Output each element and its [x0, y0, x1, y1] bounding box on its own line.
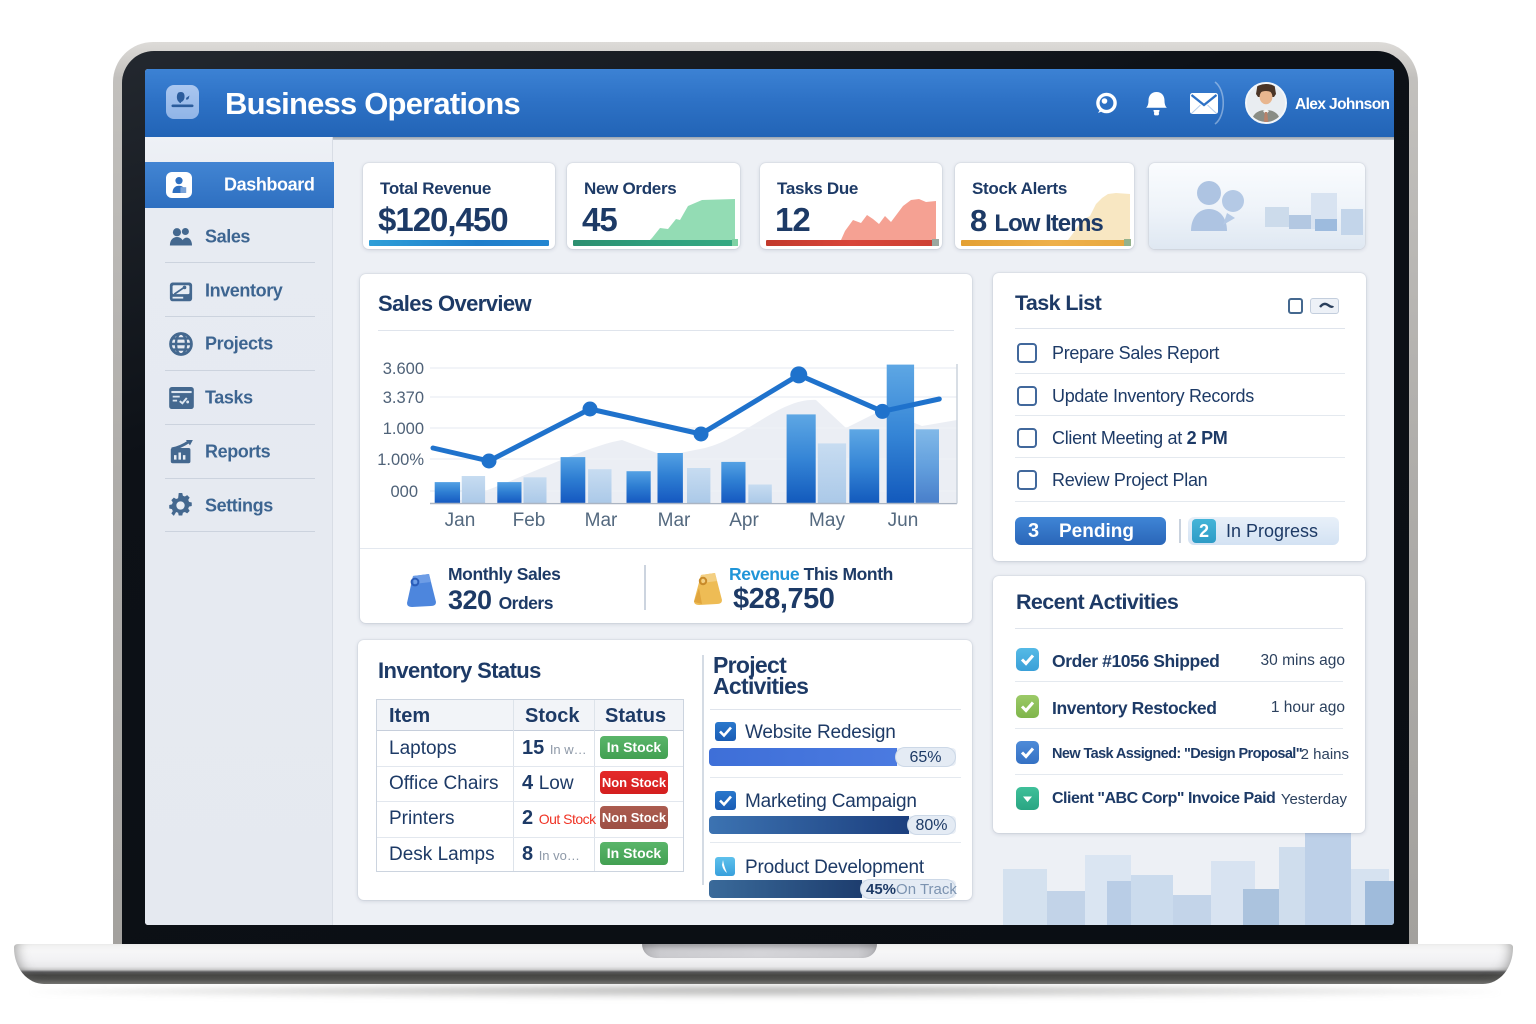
svg-text:1.000: 1.000: [383, 420, 424, 438]
svg-text:Apr: Apr: [729, 510, 759, 531]
svg-text:Feb: Feb: [513, 510, 546, 531]
svg-text:May: May: [809, 510, 845, 531]
svg-text:3.600: 3.600: [383, 360, 424, 378]
svg-text:1.00%: 1.00%: [377, 451, 424, 469]
svg-text:Mar: Mar: [658, 510, 691, 531]
svg-text:3.370: 3.370: [383, 389, 424, 407]
svg-text:Jun: Jun: [888, 510, 919, 531]
svg-text:000: 000: [390, 483, 418, 501]
svg-text:Mar: Mar: [585, 510, 618, 531]
svg-text:Jan: Jan: [445, 510, 476, 531]
